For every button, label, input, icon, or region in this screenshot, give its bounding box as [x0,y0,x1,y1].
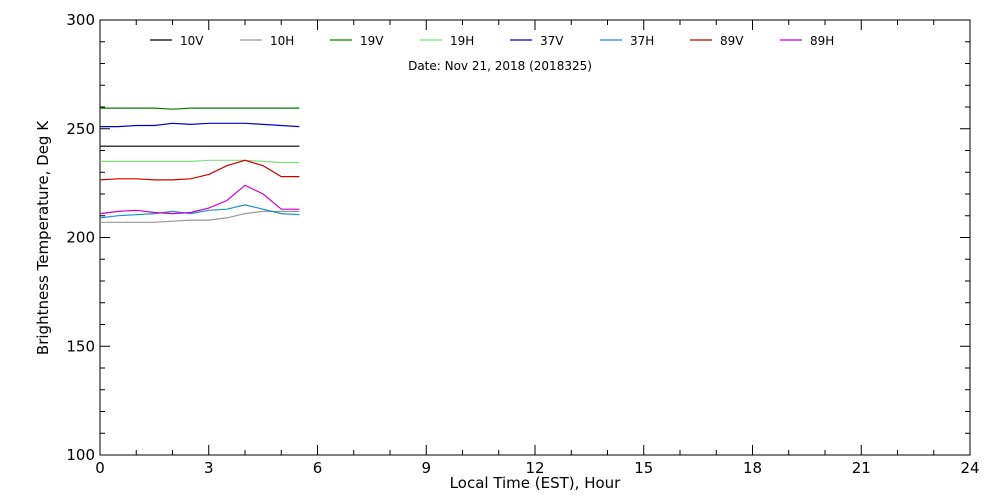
y-tick-label: 300 [66,11,95,29]
y-tick-label: 200 [66,229,95,247]
plot-frame [99,19,971,456]
legend-label-89h: 89H [810,34,834,48]
y-tick-label: 250 [66,120,95,138]
x-tick-label: 15 [634,459,653,477]
series-line-19h [100,159,300,164]
series-line-19v [100,107,300,110]
series-line-37h [99,204,300,219]
y-tick-label: 100 [66,446,95,464]
x-tick-label: 21 [852,459,871,477]
axis-ticks [99,19,971,456]
axis-tick-labels: 0 3 6 9 12 15 18 21 24 100 150 200 250 300 [66,11,979,477]
x-tick-label: 0 [95,459,105,477]
series-line-89v [99,159,300,181]
y-tick-label: 150 [66,337,95,355]
legend-label-19v: 19V [360,34,384,48]
series-lines [99,107,300,223]
legend-label-10h: 10H [270,34,294,48]
date-annotation: Date: Nov 21, 2018 (2018325) [408,59,592,73]
series-line-89h [99,184,300,215]
x-tick-label: 12 [525,459,544,477]
legend-label-10v: 10V [180,34,204,48]
legend-label-37v: 37V [540,34,564,48]
series-line-37v [100,122,300,128]
x-tick-label: 24 [960,459,979,477]
legend: 10V 10H 19V 19H 37V 37H 89V 89H [150,34,834,48]
legend-label-37h: 37H [630,34,654,48]
x-tick-label: 3 [204,459,214,477]
x-tick-label: 18 [743,459,762,477]
x-tick-label: 6 [313,459,323,477]
x-tick-label: 9 [421,459,431,477]
y-axis-title: Brightness Temperature, Deg K [34,120,52,355]
series-line-10h [100,210,300,223]
x-axis-title: Local Time (EST), Hour [450,474,621,492]
legend-label-89v: 89V [720,34,744,48]
legend-label-19h: 19H [450,34,474,48]
